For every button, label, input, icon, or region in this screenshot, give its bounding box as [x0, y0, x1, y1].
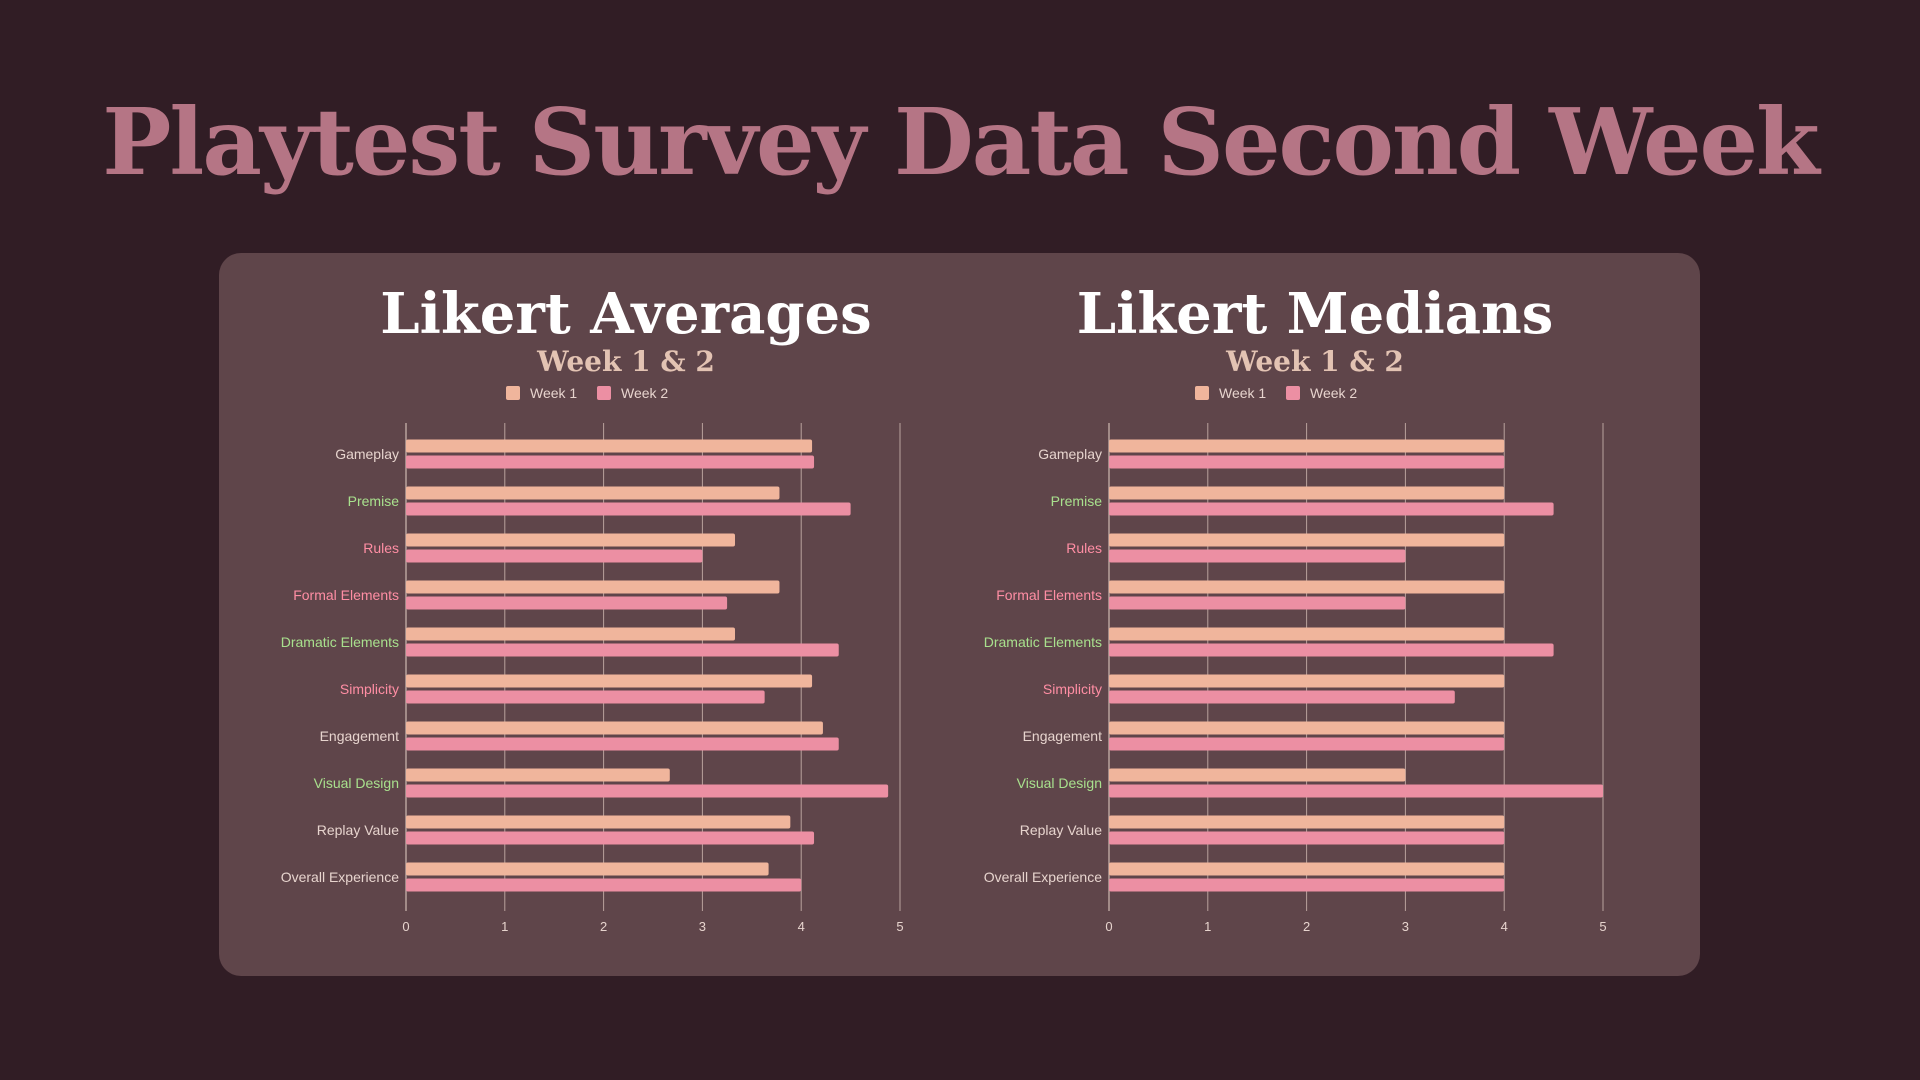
bar-week2 — [1109, 737, 1505, 751]
tick-label: 0 — [402, 919, 409, 934]
legend-label: Week 2 — [621, 385, 668, 401]
category-label: Dramatic Elements — [281, 634, 399, 650]
bar-week1 — [406, 674, 813, 688]
tick-label: 0 — [1105, 919, 1112, 934]
bar-week1 — [1109, 768, 1406, 782]
category-label: Visual Design — [1017, 775, 1102, 791]
bar-week1 — [406, 533, 736, 547]
category-label: Replay Value — [1020, 822, 1102, 838]
bar-week2 — [1109, 643, 1554, 657]
tick-label: 5 — [1599, 919, 1606, 934]
bar-week1 — [406, 486, 780, 500]
category-label: Rules — [363, 540, 399, 556]
tick-label: 4 — [798, 919, 805, 934]
bar-week2 — [406, 878, 802, 892]
category-label: Replay Value — [317, 822, 399, 838]
chart-title: Likert Medians — [1077, 281, 1554, 347]
bar-week2 — [406, 549, 703, 563]
legend-item: Week 2 — [1286, 385, 1357, 401]
legend-label: Week 1 — [1219, 385, 1266, 401]
bar-week2 — [1109, 690, 1455, 704]
legend-item: Week 2 — [597, 385, 668, 401]
bar-week2 — [406, 690, 765, 704]
legend-swatch — [506, 386, 520, 400]
tick-label: 2 — [1303, 919, 1310, 934]
bar-week2 — [406, 455, 815, 469]
bar-week2 — [406, 831, 815, 845]
legend-swatch — [1286, 386, 1300, 400]
bar-week1 — [406, 580, 780, 594]
tick-label: 5 — [896, 919, 903, 934]
bar-week1 — [406, 439, 813, 453]
bar-week2 — [1109, 502, 1554, 516]
legend-swatch — [597, 386, 611, 400]
category-label: Overall Experience — [984, 869, 1102, 885]
category-label: Formal Elements — [293, 587, 399, 603]
tick-label: 1 — [1204, 919, 1211, 934]
bar-week1 — [1109, 580, 1505, 594]
category-label: Simplicity — [1043, 681, 1102, 697]
tick-label: 3 — [699, 919, 706, 934]
chart-subtitle: Week 1 & 2 — [536, 345, 715, 378]
category-label: Gameplay — [335, 446, 399, 462]
bar-week2 — [1109, 878, 1505, 892]
category-label: Engagement — [1023, 728, 1103, 744]
category-label: Simplicity — [340, 681, 399, 697]
tick-label: 2 — [600, 919, 607, 934]
bar-week1 — [1109, 627, 1505, 641]
bar-week2 — [406, 737, 839, 751]
bar-week2 — [406, 784, 889, 798]
bar-week1 — [1109, 486, 1505, 500]
bar-week1 — [1109, 674, 1505, 688]
bar-week1 — [406, 815, 791, 829]
category-label: Dramatic Elements — [984, 634, 1102, 650]
bar-week1 — [1109, 815, 1505, 829]
tick-label: 1 — [501, 919, 508, 934]
bar-week2 — [406, 596, 728, 610]
category-label: Visual Design — [314, 775, 399, 791]
legend-item: Week 1 — [506, 385, 577, 401]
bar-week2 — [406, 643, 839, 657]
category-label: Formal Elements — [996, 587, 1102, 603]
bar-week2 — [1109, 455, 1505, 469]
bar-week1 — [406, 862, 769, 876]
legend-label: Week 2 — [1310, 385, 1357, 401]
tick-label: 4 — [1501, 919, 1508, 934]
bar-week2 — [406, 502, 851, 516]
category-label: Overall Experience — [281, 869, 399, 885]
bar-week2 — [1109, 596, 1406, 610]
legend-swatch — [1195, 386, 1209, 400]
bar-week1 — [406, 627, 736, 641]
bar-week1 — [1109, 439, 1505, 453]
bar-week2 — [1109, 784, 1603, 798]
legend-item: Week 1 — [1195, 385, 1266, 401]
category-label: Gameplay — [1038, 446, 1102, 462]
bar-week1 — [406, 721, 823, 735]
bar-week1 — [1109, 533, 1505, 547]
category-label: Premise — [1051, 493, 1103, 509]
tick-label: 3 — [1402, 919, 1409, 934]
chart-subtitle: Week 1 & 2 — [1225, 345, 1404, 378]
bar-week1 — [1109, 862, 1505, 876]
page-title: Playtest Survey Data Second Week — [102, 88, 1820, 196]
bar-week2 — [1109, 549, 1406, 563]
bar-week1 — [1109, 721, 1505, 735]
category-label: Premise — [348, 493, 400, 509]
chart-title: Likert Averages — [380, 281, 871, 347]
legend-label: Week 1 — [530, 385, 577, 401]
bar-week2 — [1109, 831, 1505, 845]
category-label: Engagement — [320, 728, 400, 744]
category-label: Rules — [1066, 540, 1102, 556]
bar-week1 — [406, 768, 670, 782]
